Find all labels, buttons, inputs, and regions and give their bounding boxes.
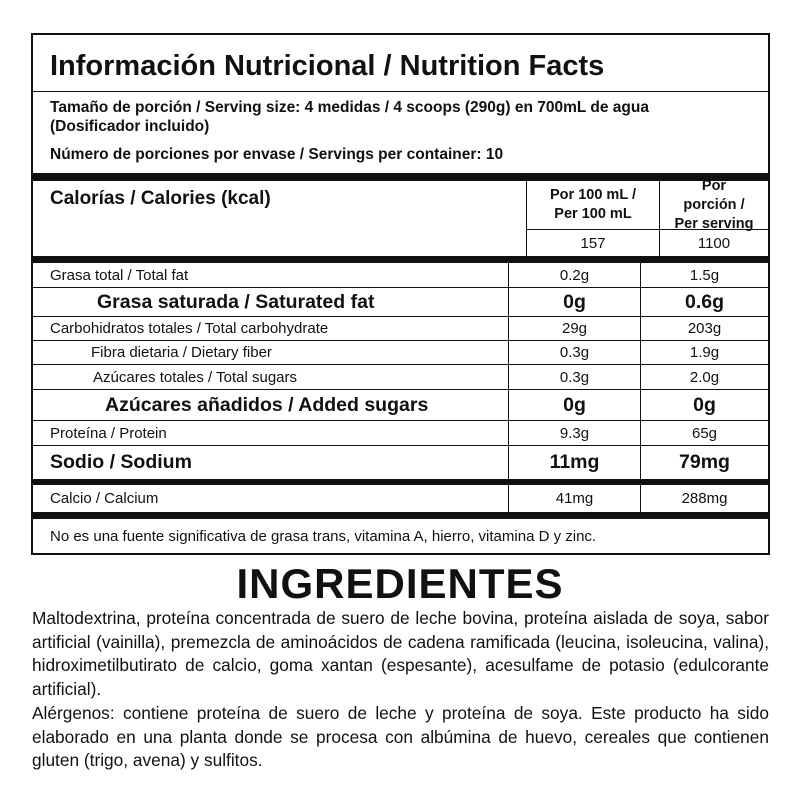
per-100ml: 0.2g xyxy=(509,263,641,287)
nutrient-row: Grasa saturada / Saturated fat 0g 0.6g xyxy=(33,288,768,317)
nutrient-rows: Grasa total / Total fat 0.2g 1.5g Grasa sat… xyxy=(33,263,768,513)
servings-per-container: Número de porciones por envase / Serving… xyxy=(50,146,504,163)
divider xyxy=(33,173,768,181)
per-serving: 0g xyxy=(693,393,716,416)
calories-label: Calorías / Calories (kcal) xyxy=(33,181,527,256)
per-100ml: 11mg xyxy=(509,446,641,479)
nutrient-name: Grasa total / Total fat xyxy=(33,263,509,287)
per-100ml: 0g xyxy=(509,288,641,316)
per-serving: 203g xyxy=(687,320,722,337)
per-serving: 2.0g xyxy=(689,368,720,386)
per-100ml: 41mg xyxy=(509,485,641,512)
calories-row: Calorías / Calories (kcal) Por 100 mL / … xyxy=(33,178,768,256)
per-100ml: 29g xyxy=(509,317,641,340)
nutrient-row: Proteína / Protein 9.3g 65g xyxy=(33,421,768,446)
nutrient-row: Grasa total / Total fat 0.2g 1.5g xyxy=(33,263,768,288)
column: Por porción / Per serving 1100 xyxy=(660,178,768,256)
per-serving: 1.9g xyxy=(689,344,720,361)
divider xyxy=(33,513,768,519)
footnote: No es una fuente significativa de grasa … xyxy=(50,528,597,545)
ingredients-title: INGREDIENTES xyxy=(236,560,564,607)
per-serving: 0.6g xyxy=(684,290,725,313)
column-header: Por 100 mL / Per 100 mL xyxy=(527,181,659,230)
nutrient-name: Azúcares totales / Total sugars xyxy=(33,365,509,389)
paragraph: Maltodextrina, proteína concentrada de s… xyxy=(32,608,769,700)
nutrient-row: Fibra dietaria / Dietary fiber 0.3g 1.9g xyxy=(33,341,768,365)
per-100ml: 0g xyxy=(509,390,641,420)
nutrient-name: Grasa saturada / Saturated fat xyxy=(33,288,509,316)
nutrient-row: Carbohidratos totales / Total carbohydra… xyxy=(33,317,768,341)
nutrient-row: Azúcares añadidos / Added sugars 0g 0g xyxy=(33,390,768,421)
calories-value: 157 xyxy=(580,234,606,252)
nutrient-name: Proteína / Protein xyxy=(33,421,509,445)
column-header: Por porción / Per serving xyxy=(660,178,768,232)
nutrient-name: Carbohidratos totales / Total carbohydra… xyxy=(33,317,509,340)
nutrient-name: Azúcares añadidos / Added sugars xyxy=(33,390,509,420)
column: Por 100 mL / Per 100 mL 157 xyxy=(527,181,660,256)
serving-info: Tamaño de porción / Serving size: 4 medi… xyxy=(33,92,768,173)
nutrient-row: Sodio / Sodium 11mg 79mg xyxy=(33,446,768,479)
per-serving: 288mg xyxy=(681,490,728,507)
per-serving: 1.5g xyxy=(689,266,720,284)
nutrient-name: Calcio / Calcium xyxy=(33,485,509,512)
per-100ml: 0.3g xyxy=(509,341,641,364)
divider xyxy=(33,256,768,263)
nutrition-facts: Información Nutricional / Nutrition Fact… xyxy=(31,33,770,555)
nutrient-name: Fibra dietaria / Dietary fiber xyxy=(33,341,509,364)
per-serving: 65g xyxy=(691,424,718,442)
per-100ml: 9.3g xyxy=(509,421,641,445)
paragraph: Alérgenos: contiene proteína de suero de… xyxy=(32,702,769,771)
nutrient-row: Azúcares totales / Total sugars 0.3g 2.0g xyxy=(33,365,768,390)
per-serving: 79mg xyxy=(679,451,730,473)
serving-size: Tamaño de porción / Serving size: 4 medi… xyxy=(50,99,649,135)
title: Información Nutricional / Nutrition Fact… xyxy=(33,35,768,92)
ingredients-text: Maltodextrina, proteína concentrada de s… xyxy=(32,607,769,773)
nutrient-name: Sodio / Sodium xyxy=(33,446,509,479)
nutrient-row: Calcio / Calcium 41mg 288mg xyxy=(33,485,768,513)
divider xyxy=(33,479,768,485)
calories-value: 1100 xyxy=(697,234,731,252)
per-100ml: 0.3g xyxy=(509,365,641,389)
